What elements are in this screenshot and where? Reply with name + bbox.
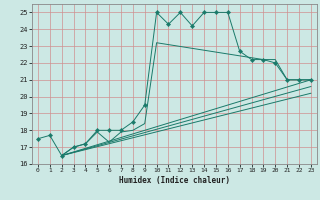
- X-axis label: Humidex (Indice chaleur): Humidex (Indice chaleur): [119, 176, 230, 185]
